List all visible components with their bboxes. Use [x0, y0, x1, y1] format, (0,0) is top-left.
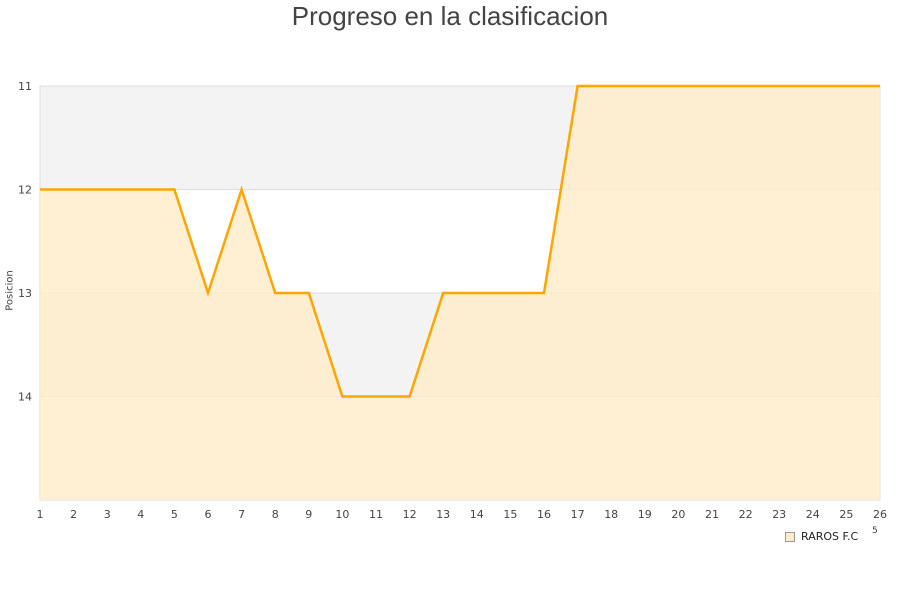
- x-tick-label: 9: [305, 508, 312, 521]
- legend-extra-text: 5: [872, 526, 878, 536]
- x-tick-label: 19: [638, 508, 652, 521]
- x-tick-label: 24: [806, 508, 820, 521]
- x-tick-label: 13: [436, 508, 450, 521]
- x-tick-label: 12: [403, 508, 417, 521]
- x-tick-label: 4: [137, 508, 144, 521]
- x-tick-label: 5: [171, 508, 178, 521]
- legend-label: RAROS F.C: [801, 530, 859, 543]
- x-tick-label: 14: [470, 508, 484, 521]
- legend-swatch: [785, 531, 795, 542]
- y-tick-label: 11: [18, 80, 32, 93]
- x-tick-label: 23: [772, 508, 786, 521]
- series-line: [40, 84, 880, 398]
- x-tick-label: 10: [335, 508, 349, 521]
- chart-title: Progreso en la clasificacion: [291, 1, 609, 31]
- x-tick-label: 21: [705, 508, 719, 521]
- x-tick-label: 8: [272, 508, 279, 521]
- x-tick-label: 25: [839, 508, 853, 521]
- x-tick-label: 15: [503, 508, 517, 521]
- y-tick-label: 14: [18, 391, 32, 404]
- x-tick-label: 11: [369, 508, 383, 521]
- x-tick-label: 18: [604, 508, 618, 521]
- y-tick-label: 13: [18, 287, 32, 300]
- x-tick-label: 22: [739, 508, 753, 521]
- x-tick-label: 17: [571, 508, 585, 521]
- legend[interactable]: RAROS F.C: [785, 530, 858, 543]
- x-tick-label: 20: [671, 508, 685, 521]
- x-tick-label: 2: [70, 508, 77, 521]
- x-tick-label: 6: [205, 508, 212, 521]
- x-tick-label: 7: [238, 508, 245, 521]
- x-tick-label: 16: [537, 508, 551, 521]
- x-tick-label: 3: [104, 508, 111, 521]
- x-tick-label: 1: [37, 508, 44, 521]
- y-tick-label: 12: [18, 184, 32, 197]
- x-tick-label: 26: [873, 508, 887, 521]
